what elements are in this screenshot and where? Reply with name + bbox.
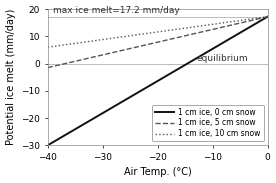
Y-axis label: Potential ice melt (mm/day): Potential ice melt (mm/day) [6, 9, 15, 145]
X-axis label: Air Temp. (°C): Air Temp. (°C) [124, 167, 192, 178]
Legend: 1 cm ice, 0 cm snow, 1 cm ice, 5 cm snow, 1 cm ice, 10 cm snow: 1 cm ice, 0 cm snow, 1 cm ice, 5 cm snow… [152, 104, 264, 141]
Text: max ice melt=17.2 mm/day: max ice melt=17.2 mm/day [53, 6, 180, 15]
Text: equilibrium: equilibrium [196, 54, 248, 63]
